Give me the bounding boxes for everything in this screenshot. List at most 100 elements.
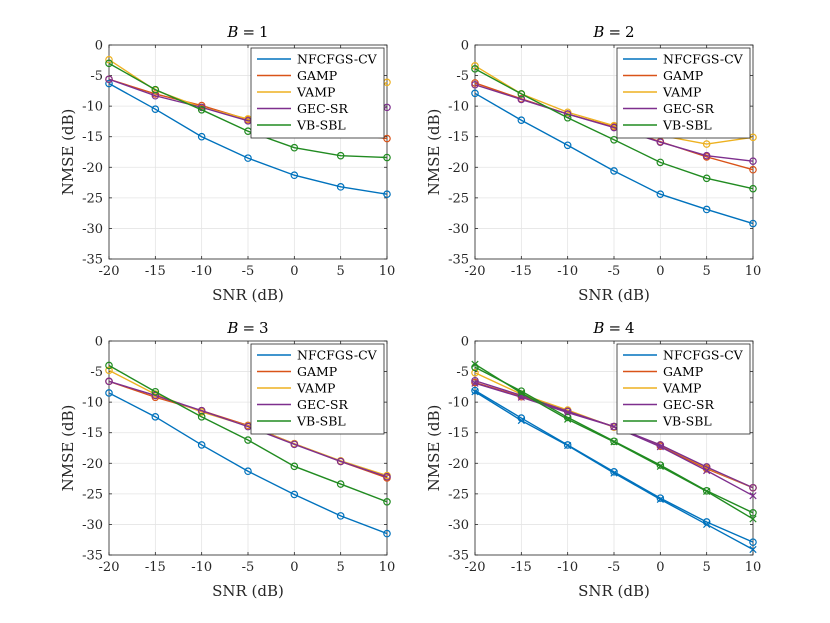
extra-series-3-point	[471, 360, 479, 368]
series-nfcfgs-cv-point	[702, 205, 711, 214]
series-gec-sr-point	[336, 457, 345, 466]
y-tick-label: -35	[82, 549, 103, 564]
y-axis-label: NMSE (dB)	[59, 405, 77, 492]
x-tick-label: -5	[608, 560, 621, 575]
series-nfcfgs-cv-point	[244, 154, 252, 162]
series-gec-sr-point	[749, 157, 757, 165]
y-tick-label: -20	[82, 161, 103, 176]
extra-series-1-point	[610, 469, 618, 477]
extra-series-1-point	[564, 441, 572, 450]
series-gec-sr-point	[105, 75, 113, 84]
chart-title: B = 3	[226, 319, 268, 337]
series-nfcfgs-cv-line	[474, 92, 754, 225]
series-gec-sr-point	[471, 80, 479, 89]
chart-panel-1: -20 -15 -10 -5 0 5 10 0 -5 -10 -15 -20 -25 -30 -35 SNR …	[59, 23, 395, 304]
x-tick-label: -15	[511, 264, 532, 279]
series-gec-sr-point	[383, 472, 391, 481]
series-nfcfgs-cv-point	[749, 219, 757, 228]
series-nfcfgs-cv-point	[563, 141, 572, 150]
series-vamp-point	[105, 366, 113, 375]
series-vb-sbl-point	[383, 153, 391, 162]
x-tick-label: 0	[290, 560, 298, 575]
series-nfcfgs-cv-point	[336, 512, 345, 520]
legend-label: NFCFGS-CV	[297, 52, 378, 67]
extra-series-1-point	[749, 545, 757, 554]
x-tick-label: 5	[703, 264, 711, 279]
legend-label: VAMP	[296, 85, 335, 100]
series-nfcfgs-cv-point	[197, 441, 206, 449]
series-nfcfgs-cv-point	[290, 171, 299, 180]
x-tick-label: 5	[337, 560, 345, 575]
x-tick-label: -5	[608, 264, 621, 279]
legend-label: VB-SBL	[296, 414, 346, 429]
series-vb-sbl-point	[151, 387, 160, 396]
legend-box	[250, 343, 385, 435]
series-nfcfgs-cv-point	[610, 167, 618, 175]
x-axis-label: SNR (dB)	[212, 582, 284, 600]
series-gec-sr-point	[656, 138, 665, 147]
extra-series-3-point	[656, 462, 664, 470]
chart-title: B = 1	[226, 23, 268, 41]
x-tick-label: 10	[745, 264, 762, 279]
series-vb-sbl-point	[702, 486, 711, 495]
y-tick-label: -25	[448, 487, 469, 502]
x-tick-label: -5	[242, 264, 255, 279]
x-tick-label: 0	[656, 560, 664, 575]
series-nfcfgs-cv-point	[151, 413, 160, 421]
y-tick-label: -25	[82, 487, 103, 502]
legend-label: VB-SBL	[662, 414, 712, 429]
series-nfcfgs-cv-point	[244, 467, 252, 476]
legend-label: VAMP	[296, 381, 335, 396]
legend-box	[616, 343, 751, 435]
series-vb-sbl-point	[197, 413, 206, 421]
x-tick-label: 10	[745, 560, 762, 575]
series-vb-sbl-line	[108, 62, 388, 159]
x-axis-label: SNR (dB)	[578, 286, 650, 304]
y-tick-label: -10	[448, 100, 469, 115]
legend-box	[616, 47, 751, 139]
x-tick-label: -15	[145, 560, 166, 575]
series-nfcfgs-cv-point	[151, 105, 160, 114]
extra-series-2-point	[564, 408, 572, 417]
series-vamp-point	[702, 140, 711, 148]
y-axis-label: NMSE (dB)	[59, 109, 77, 196]
series-vb-sbl-point	[336, 151, 345, 160]
x-tick-label: -10	[557, 264, 578, 279]
series-vb-sbl-point	[702, 174, 711, 183]
series-vb-sbl-point	[610, 135, 618, 144]
series-nfcfgs-cv-point	[290, 490, 299, 499]
x-tick-label: -15	[145, 264, 166, 279]
title-variable: B	[592, 319, 604, 337]
title-operator: =	[608, 319, 621, 337]
y-tick-label: -30	[448, 518, 469, 533]
title-operator: =	[242, 23, 255, 41]
series-vb-sbl-point	[610, 437, 618, 446]
extra-series-2-point	[656, 443, 664, 451]
y-axis-label: NMSE (dB)	[425, 109, 443, 196]
series-vb-sbl-line	[474, 68, 754, 190]
series-vb-sbl-point	[517, 90, 526, 98]
y-tick-label: -30	[82, 518, 103, 533]
legend-label: NFCFGS-CV	[663, 348, 744, 363]
legend-label: GAMP	[663, 68, 703, 83]
extra-series-1-point	[703, 520, 711, 529]
y-tick-label: 0	[95, 39, 103, 54]
y-tick-label: -10	[82, 396, 103, 411]
title-value: 1	[259, 23, 269, 41]
series-gec-sr-point	[290, 440, 299, 449]
series-nfcfgs-cv-point	[563, 441, 572, 449]
series-gamp-point	[749, 165, 757, 174]
x-tick-label: -20	[465, 264, 486, 279]
y-tick-label: 0	[461, 39, 469, 54]
series-nfcfgs-cv-point	[471, 89, 479, 98]
x-tick-label: -10	[191, 264, 212, 279]
title-value: 2	[625, 23, 635, 41]
series-nfcfgs-cv-point	[197, 132, 206, 141]
series-nfcfgs-cv-line	[474, 389, 754, 543]
series-nfcfgs-cv-point	[383, 529, 391, 538]
y-tick-label: -30	[82, 222, 103, 237]
